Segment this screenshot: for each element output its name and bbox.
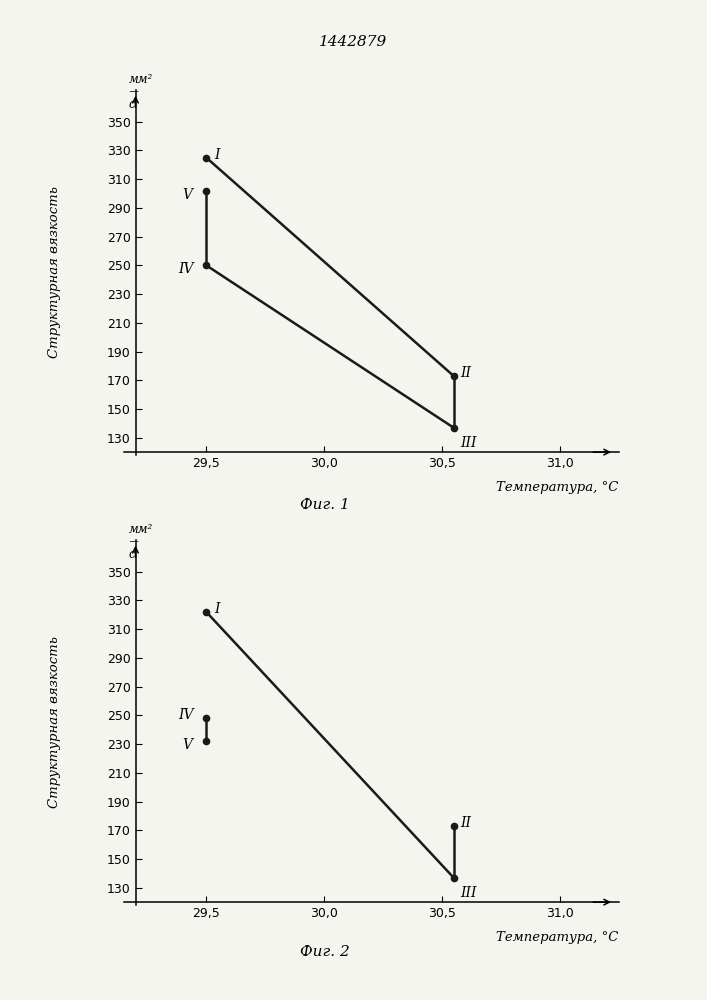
Text: IV: IV — [178, 708, 194, 722]
Text: Фиг. 1: Фиг. 1 — [300, 498, 350, 512]
Text: V: V — [182, 188, 192, 202]
Text: 1442879: 1442879 — [320, 35, 387, 49]
Text: IV: IV — [178, 262, 194, 276]
Text: Структурная вязкость: Структурная вязкость — [48, 637, 61, 808]
Text: с: с — [129, 98, 135, 111]
Text: мм²: мм² — [129, 523, 153, 536]
Text: III: III — [460, 436, 477, 450]
Text: с: с — [129, 548, 135, 561]
Text: I: I — [214, 148, 220, 162]
Text: Структурная вязкость: Структурная вязкость — [48, 186, 61, 359]
Text: V: V — [182, 738, 192, 752]
Text: мм²: мм² — [129, 73, 153, 86]
Text: ―: ― — [129, 87, 138, 96]
Text: Температура, °C: Температура, °C — [496, 931, 619, 944]
Text: III: III — [460, 886, 477, 900]
Text: II: II — [460, 366, 472, 380]
Text: ―: ― — [129, 537, 138, 546]
Text: I: I — [214, 602, 220, 616]
Text: II: II — [460, 816, 472, 830]
Text: Температура, °C: Температура, °C — [496, 481, 619, 494]
Text: Фиг. 2: Фиг. 2 — [300, 945, 350, 959]
